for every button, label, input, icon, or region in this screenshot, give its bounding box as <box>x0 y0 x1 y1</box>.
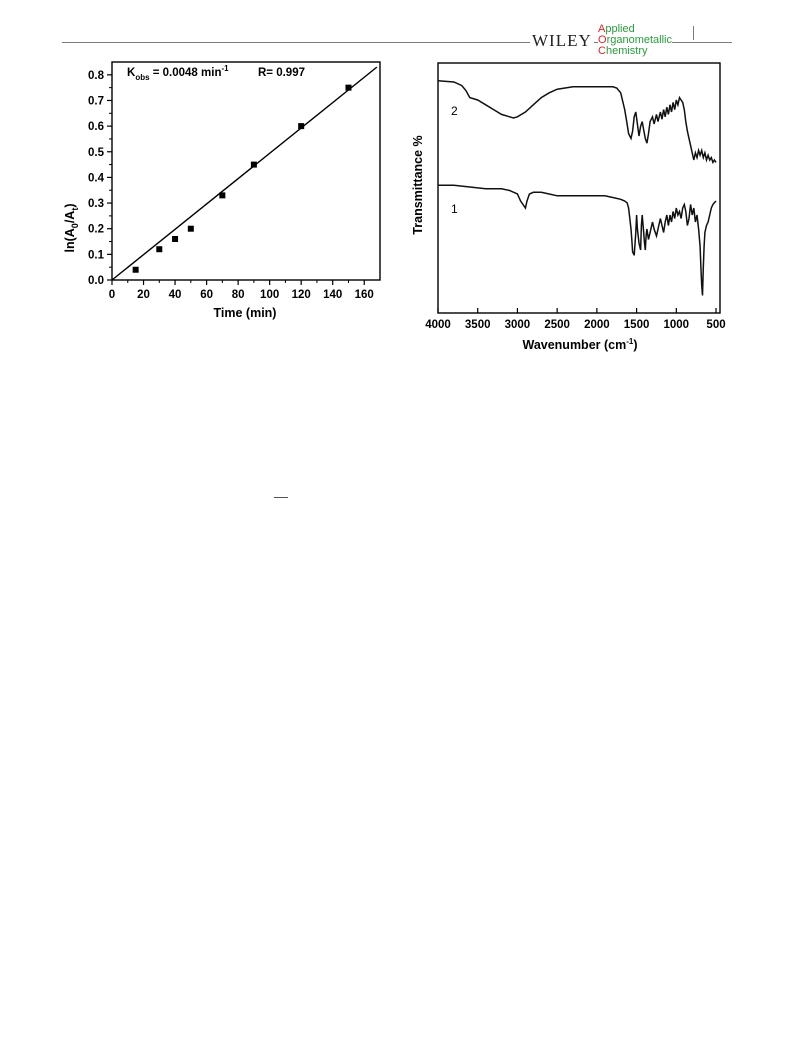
data-point <box>156 246 163 253</box>
series-1-label: 1 <box>451 202 458 216</box>
fit-line <box>111 66 378 281</box>
x-tick-label: 1000 <box>664 319 690 331</box>
journal-line-1: Applied <box>598 23 635 35</box>
x-tick-label: 60 <box>200 289 213 301</box>
x-tick-label: 100 <box>260 289 279 301</box>
data-point <box>345 84 352 91</box>
x-axis-label: Time (min) <box>214 306 277 320</box>
ir-spectra-chart: Wavenumber (cm-1) Transmittance % 4000 35… <box>411 62 726 352</box>
data-point <box>219 192 226 199</box>
journal-logo: Applied Organometallic Chemistry <box>598 24 672 57</box>
x-tick-label: 2500 <box>544 319 570 331</box>
x-tick-label: 4000 <box>425 319 451 331</box>
journal-line-2: Organometallic <box>598 34 672 46</box>
data-point <box>132 266 139 273</box>
x-tick-label: 120 <box>292 289 311 301</box>
series-2-line <box>437 80 717 165</box>
data-point <box>250 161 257 168</box>
x-tick-label: 500 <box>706 319 725 331</box>
series-2-label: 2 <box>451 104 458 118</box>
x-tick-label: 80 <box>232 289 245 301</box>
plot-frame <box>111 61 381 281</box>
y-axis-label: ln(A0/At) <box>63 204 80 253</box>
x-tick-label: 40 <box>169 289 182 301</box>
y-tick-label: 0.4 <box>88 172 105 184</box>
x-tick-label: 0 <box>109 289 115 301</box>
y-tick-label: 0.1 <box>88 249 105 261</box>
y-axis-label: Transmittance % <box>411 135 425 234</box>
rate-constant-annotation: Kobs = 0.0048 min-1 <box>127 64 229 82</box>
y-tick-label: 0.7 <box>88 95 104 107</box>
x-axis-label: Wavenumber (cm-1) <box>522 337 637 352</box>
x-tick-label: 3500 <box>465 319 491 331</box>
page-rule <box>274 497 288 498</box>
header-tick <box>693 26 694 40</box>
y-tick-label: 0.0 <box>88 275 104 287</box>
x-tick-label: 140 <box>323 289 342 301</box>
y-tick-label: 0.3 <box>88 198 104 210</box>
x-tick-label: 1500 <box>624 319 650 331</box>
publisher-logo: WILEY <box>530 31 594 51</box>
journal-line-3: Chemistry <box>598 45 648 57</box>
series-1-line <box>438 184 717 296</box>
y-tick-label: 0.5 <box>88 147 105 159</box>
x-tick-label: 20 <box>137 289 150 301</box>
x-tick-label: 3000 <box>505 319 531 331</box>
correlation-annotation: R= 0.997 <box>258 67 305 79</box>
x-tick-label: 160 <box>355 289 374 301</box>
y-tick-label: 0.6 <box>88 121 104 133</box>
y-tick-label: 0.8 <box>88 70 105 82</box>
plot-frame <box>437 62 721 314</box>
header-rule <box>62 42 732 43</box>
data-point <box>298 123 305 130</box>
data-point <box>172 235 179 242</box>
data-point <box>187 225 194 232</box>
x-tick-label: 2000 <box>584 319 610 331</box>
kinetics-chart: Kobs = 0.0048 min-1 R= 0.997 Time (min) … <box>63 61 381 320</box>
y-tick-label: 0.2 <box>88 224 104 236</box>
